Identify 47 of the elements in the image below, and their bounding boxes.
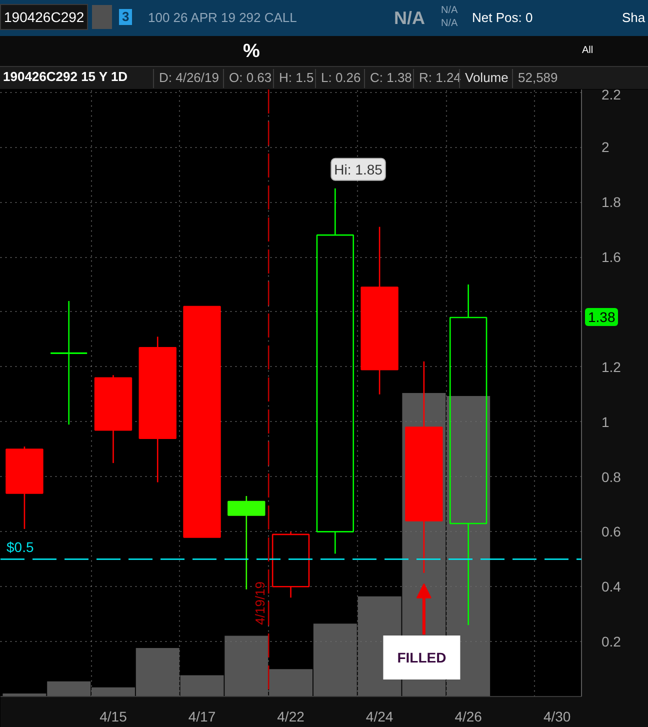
text: D: 4/26/19: [153, 69, 219, 88]
candlestick: [360, 226, 398, 396]
text: All: [582, 45, 594, 58]
candlestick: [272, 531, 310, 598]
chart-title: 190426C292 15 Y 1D: [3, 69, 128, 86]
x-tick-label: 4/22: [277, 708, 305, 724]
text: Net Pos: 0: [472, 10, 533, 26]
x-tick-label: 4/15: [100, 708, 128, 724]
text: N/A: [394, 7, 425, 30]
y-tick-label: 0.2: [602, 634, 622, 650]
y-tick-label: 0.6: [602, 524, 622, 540]
text: %: [243, 40, 260, 64]
ref-line-label: $0.5: [6, 539, 34, 556]
ref-line-label: 4/19/19: [252, 581, 268, 625]
candlestick: [316, 188, 354, 554]
candlestick: [449, 284, 488, 626]
text: 52,589: [512, 69, 558, 88]
annotation: FILLED: [397, 649, 446, 666]
text: 100 26 APR 19 292 CALL: [148, 10, 297, 26]
text: N/A: [441, 18, 458, 30]
y-tick-label: 0.4: [602, 578, 622, 595]
text: Sha: [622, 10, 646, 26]
text: O: 0.63: [223, 69, 272, 88]
y-tick-label: 1.8: [602, 194, 622, 210]
y-tick-label: 2: [602, 139, 610, 156]
candlestick: [50, 300, 88, 426]
text: H: 1.5: [273, 69, 314, 88]
text: N/A: [441, 5, 458, 18]
x-tick-label: 4/17: [188, 708, 216, 724]
x-tick-label: 4/24: [366, 708, 394, 724]
y-tick-label: 1: [602, 414, 610, 430]
annotation: Hi: 1.85: [334, 161, 383, 178]
y-tick-label: 1.6: [602, 249, 622, 266]
text: Volume: [459, 69, 508, 88]
candlestick: [405, 360, 443, 574]
text: 190426C292: [4, 9, 84, 26]
text: C: 1.38: [364, 69, 412, 88]
text: R: 1.24: [413, 69, 461, 88]
y-tick-label: 1.2: [602, 358, 622, 375]
x-tick-label: 4/30: [543, 708, 571, 724]
text: L: 0.26: [315, 69, 361, 88]
y-tick-label: 0.8: [602, 468, 622, 485]
y-tick-label: 2.2: [602, 86, 622, 102]
candlestick: [138, 336, 176, 483]
x-tick-label: 4/26: [454, 708, 482, 724]
text: 3: [119, 9, 132, 26]
text: 1.38: [585, 308, 618, 326]
